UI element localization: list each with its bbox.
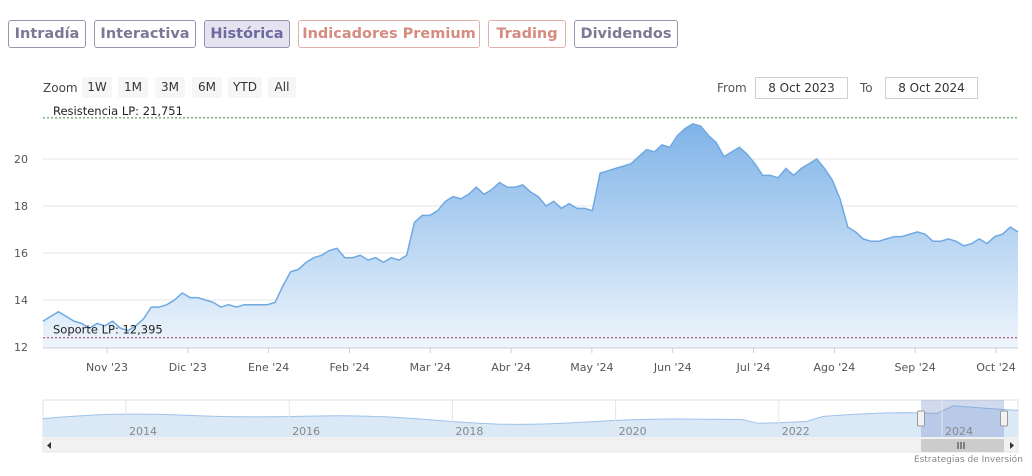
y-axis: 12 14 16 18 20 <box>14 153 28 354</box>
x-tick-label: Nov '23 <box>86 361 128 374</box>
navigator-tick-label: 2014 <box>129 425 157 438</box>
x-tick-label: Oct '24 <box>976 361 1016 374</box>
y-tick-label: 16 <box>14 247 28 260</box>
scroll-right-icon[interactable] <box>1010 442 1014 449</box>
tab-indicadores-premium[interactable]: Indicadores Premium <box>298 20 480 48</box>
price-area <box>43 123 1018 347</box>
tab-trading[interactable]: Trading <box>488 20 566 48</box>
navigator-tick-label: 2022 <box>782 425 810 438</box>
navigator-tick-label: 2020 <box>619 425 647 438</box>
x-tick-label: May '24 <box>570 361 613 374</box>
navigator-left-handle[interactable] <box>917 410 925 427</box>
zoom-button-all[interactable]: All <box>268 77 296 98</box>
y-tick-label: 12 <box>14 341 28 354</box>
credit-text: Estrategias de Inversión <box>914 455 1023 465</box>
x-tick-label: Jul '24 <box>736 361 771 374</box>
zoom-button-1m[interactable]: 1M <box>118 77 148 98</box>
to-date-input[interactable]: 8 Oct 2024 <box>885 77 978 99</box>
from-label: From <box>717 81 747 95</box>
x-tick-label: Mar '24 <box>410 361 451 374</box>
scroll-left-icon[interactable] <box>47 442 51 449</box>
navigator-tick-label: 2024 <box>945 425 973 438</box>
resistance-label: Resistencia LP: 21,751 <box>53 104 183 118</box>
scrollbar-thumb[interactable] <box>921 439 1004 452</box>
x-tick-label: Dic '23 <box>169 361 207 374</box>
support-resistance-lines: Resistencia LP: 21,751 Soporte LP: 12,395 <box>43 104 1018 339</box>
x-tick-label: Abr '24 <box>491 361 531 374</box>
scrollbar-track[interactable] <box>42 438 1019 453</box>
zoom-button-6m[interactable]: 6M <box>192 77 222 98</box>
y-tick-label: 18 <box>14 200 28 213</box>
x-tick-label: Ene '24 <box>248 361 289 374</box>
from-date-input[interactable]: 8 Oct 2023 <box>755 77 848 99</box>
navigator-line <box>42 405 1019 425</box>
y-tick-label: 20 <box>14 153 28 166</box>
zoom-button-3m[interactable]: 3M <box>155 77 185 98</box>
navigator-selection[interactable] <box>921 400 1004 437</box>
navigator-right-handle[interactable] <box>1000 410 1008 427</box>
navigator-frame <box>42 399 1019 438</box>
x-tick-label: Sep '24 <box>895 361 936 374</box>
grid-lines <box>43 158 1018 348</box>
navigator[interactable]: 2014 2016 2018 2020 2022 2024 <box>42 399 1019 453</box>
navigator-area <box>43 405 1018 437</box>
x-tick-label: Ago '24 <box>813 361 855 374</box>
tab-histórica[interactable]: Histórica <box>204 20 290 48</box>
x-tick-label: Jun '24 <box>653 361 692 374</box>
zoom-label: Zoom <box>43 81 78 95</box>
zoom-button-1w[interactable]: 1W <box>82 77 112 98</box>
navigator-tick-label: 2018 <box>455 425 483 438</box>
y-tick-label: 14 <box>14 294 28 307</box>
x-tick-label: Feb '24 <box>329 361 369 374</box>
price-line <box>42 122 1019 332</box>
tab-intradía[interactable]: Intradía <box>8 20 86 48</box>
to-label: To <box>860 81 873 95</box>
tab-interactiva[interactable]: Interactiva <box>94 20 196 48</box>
navigator-tick-label: 2016 <box>292 425 320 438</box>
x-axis: Nov '23 Dic '23 Ene '24 Feb '24 Mar '24 Abr '… <box>43 347 1018 374</box>
zoom-button-ytd[interactable]: YTD <box>228 77 262 98</box>
tab-dividendos[interactable]: Dividendos <box>574 20 678 48</box>
support-label: Soporte LP: 12,395 <box>53 323 163 337</box>
